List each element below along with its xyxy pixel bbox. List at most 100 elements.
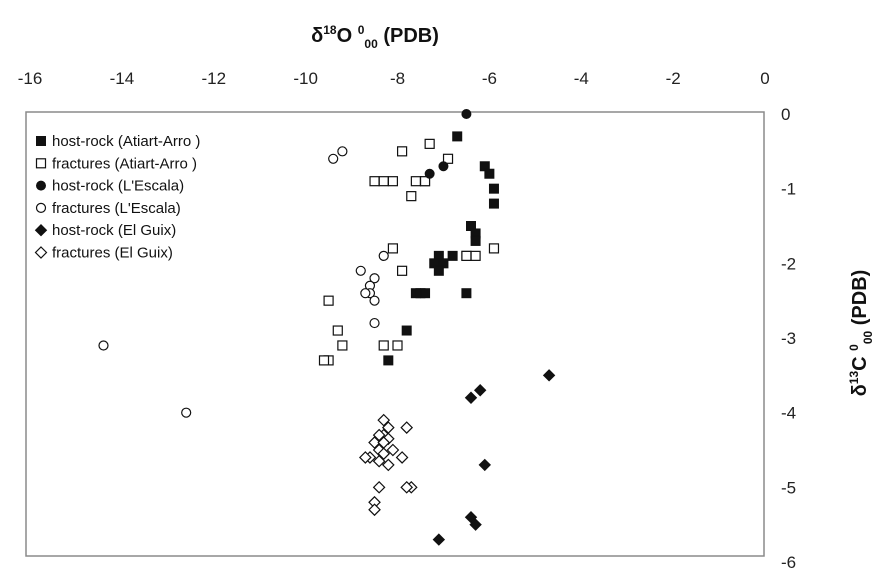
x-tick-labels: -16 -14 -12 -10 -8 -6 -4 -2 0	[18, 69, 770, 88]
data-point	[328, 153, 339, 164]
data-point	[337, 146, 348, 157]
data-point	[461, 250, 472, 261]
legend: host-rock (Atiart-Arro ) fractures (Atiar…	[34, 133, 200, 262]
legend-marker	[36, 180, 46, 191]
x-tick-label: -14	[110, 69, 135, 88]
y-title-sub: 00	[861, 330, 875, 344]
data-point	[470, 250, 481, 261]
y-title-sup1: 13	[847, 371, 861, 385]
data-point	[387, 243, 399, 254]
x-tick-label: -6	[482, 69, 497, 88]
data-point	[488, 243, 500, 254]
data-point	[452, 131, 463, 142]
data-point	[386, 443, 400, 457]
y-tick-label: -4	[781, 404, 796, 423]
data-point	[355, 265, 366, 276]
data-point	[419, 176, 431, 187]
data-point	[381, 458, 395, 472]
data-point	[438, 161, 449, 172]
y-tick-labels: 0 -1 -2 -3 -4 -5 -6	[781, 105, 796, 568]
data-point	[323, 295, 334, 306]
legend-label: fractures (L'Escala)	[52, 200, 181, 217]
data-point	[470, 235, 481, 246]
legend-label: host-rock (L'Escala)	[52, 178, 184, 195]
data-point	[488, 198, 499, 209]
y-tick-label: -3	[781, 329, 796, 348]
data-point	[473, 384, 487, 397]
legend-label: fractures (El Guix)	[52, 245, 173, 262]
data-point	[318, 355, 330, 366]
y-title-suffix: (PDB)	[849, 270, 871, 331]
y-tick-label: -6	[781, 553, 796, 568]
data-point	[378, 176, 389, 187]
data-point	[406, 191, 417, 202]
y-tick-label: -1	[781, 180, 796, 199]
data-point	[461, 288, 472, 299]
data-point	[369, 273, 380, 284]
legend-marker	[34, 246, 48, 259]
data-point	[98, 340, 109, 351]
y-tick-label: -5	[781, 478, 796, 497]
data-point	[337, 340, 348, 351]
data-point	[396, 146, 408, 157]
data-point	[396, 265, 408, 276]
x-tick-label: -8	[390, 69, 405, 88]
y-title-sup2: 0	[847, 344, 861, 351]
data-point	[484, 168, 495, 179]
data-point	[392, 340, 403, 351]
data-point	[442, 153, 454, 164]
data-point	[395, 451, 409, 464]
data-point	[372, 428, 386, 442]
data-point	[332, 325, 343, 336]
data-point	[369, 176, 380, 187]
data-point	[400, 421, 414, 434]
y-title-mid: C	[849, 351, 871, 371]
x-tick-label: -4	[574, 69, 589, 88]
data-point	[542, 369, 556, 382]
data-point	[358, 451, 372, 464]
data-point	[464, 391, 478, 404]
data-point	[447, 250, 458, 261]
data-point	[383, 355, 394, 366]
legend-marker	[35, 202, 47, 213]
data-point	[424, 138, 435, 149]
data-point	[377, 447, 391, 461]
data-point	[433, 265, 444, 276]
data-point	[369, 295, 380, 306]
x-title-sup1: 18	[323, 23, 337, 37]
legend-label: host-rock (Atiart-Arro )	[52, 133, 200, 150]
data-point	[369, 317, 380, 329]
data-point	[181, 407, 192, 418]
data-point	[368, 503, 381, 517]
legend-marker	[35, 158, 47, 169]
data-point	[424, 168, 435, 179]
data-point	[378, 340, 389, 351]
x-tick-label: -2	[666, 69, 681, 88]
data-point	[368, 436, 381, 449]
data-point	[432, 533, 446, 546]
legend-marker	[36, 136, 46, 146]
data-point	[478, 458, 491, 472]
x-tick-label: -16	[18, 69, 43, 88]
plot-area	[25, 111, 765, 557]
y-axis-title: δ13C 000 (PDB)	[847, 270, 875, 397]
data-point	[461, 109, 472, 119]
x-tick-label: -12	[201, 69, 226, 88]
data-point	[372, 480, 386, 494]
data-point	[420, 288, 431, 299]
data-point	[464, 510, 478, 524]
x-title-sub: 00	[364, 37, 378, 51]
data-point	[360, 288, 371, 299]
x-title-sup2: 0	[358, 23, 365, 37]
data-point	[488, 183, 499, 194]
data-point	[372, 454, 386, 468]
data-point	[401, 325, 412, 336]
data-point	[387, 176, 399, 187]
legend-label: fractures (Atiart-Arro )	[52, 155, 197, 172]
legend-label: host-rock (El Guix)	[52, 222, 176, 239]
legend-marker	[34, 223, 48, 237]
data-point	[469, 518, 482, 531]
x-title-mid: O	[337, 25, 358, 47]
x-axis-title: δ18O 000 (PDB)	[311, 23, 439, 51]
